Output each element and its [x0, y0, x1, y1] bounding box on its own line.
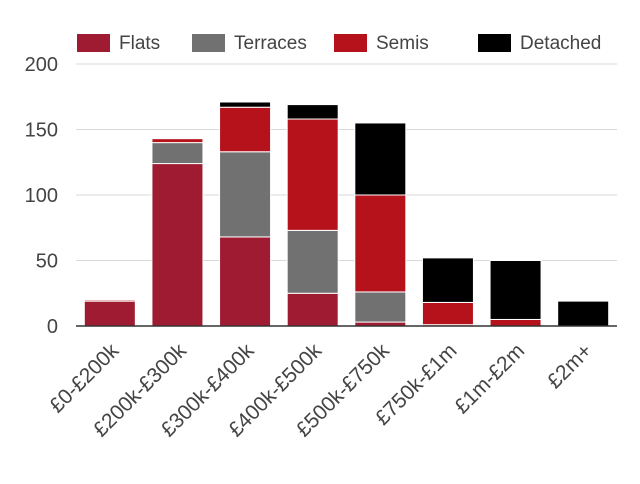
legend-label-terraces: Terraces [234, 33, 307, 54]
legend: Flats Terraces Semis Detached [77, 33, 601, 54]
legend-swatch-semis [334, 34, 367, 52]
bar-400k-500k-flats [286, 292, 339, 327]
bar-1m-2m-detached [489, 260, 542, 320]
bars [83, 101, 610, 327]
x-tick-label-2m: £2m+ [543, 339, 597, 393]
bar-200k-300k-semis [151, 138, 204, 144]
x-tick-label-1m-2m: £1m-£2m [450, 339, 529, 418]
bar-1m-2m-semis [489, 318, 542, 327]
bar-750k-1m-detached [421, 257, 474, 303]
bar-300k-400k-semis [219, 106, 272, 153]
bar-0-200k-semis [83, 299, 136, 302]
legend-label-semis: Semis [376, 33, 429, 54]
y-tick-label-150: 150 [25, 120, 58, 142]
legend-swatch-flats [77, 34, 110, 52]
y-tick-label-200: 200 [25, 54, 58, 76]
bar-200k-300k-flats [151, 163, 204, 327]
bar-750k-1m-semis [421, 301, 474, 326]
x-axis-ticks: £0-£200k£200k-£300k£300k-£400k£400k-£500… [45, 339, 597, 441]
y-tick-label-100: 100 [25, 185, 58, 207]
bar-300k-400k-detached [219, 101, 272, 108]
bar-400k-500k-terraces [286, 229, 339, 294]
bar-2m-detached [557, 300, 610, 327]
bar-500k-750k-semis [354, 194, 407, 293]
bar-400k-500k-semis [286, 118, 339, 231]
bar-200k-300k-terraces [151, 142, 204, 165]
y-axis-ticks: 0 50 100 150 200 [25, 54, 58, 338]
legend-swatch-terraces [192, 34, 225, 52]
bar-500k-750k-detached [354, 122, 407, 196]
bar-0-200k-flats [83, 300, 136, 327]
bar-400k-500k-detached [286, 104, 339, 120]
y-tick-label-50: 50 [36, 251, 58, 273]
legend-label-detached: Detached [520, 33, 601, 54]
bar-500k-750k-terraces [354, 291, 407, 323]
legend-label-flats: Flats [119, 33, 160, 54]
y-tick-label-0: 0 [47, 316, 58, 338]
bar-300k-400k-terraces [219, 151, 272, 238]
bar-300k-400k-flats [219, 236, 272, 327]
legend-swatch-detached [478, 34, 511, 52]
